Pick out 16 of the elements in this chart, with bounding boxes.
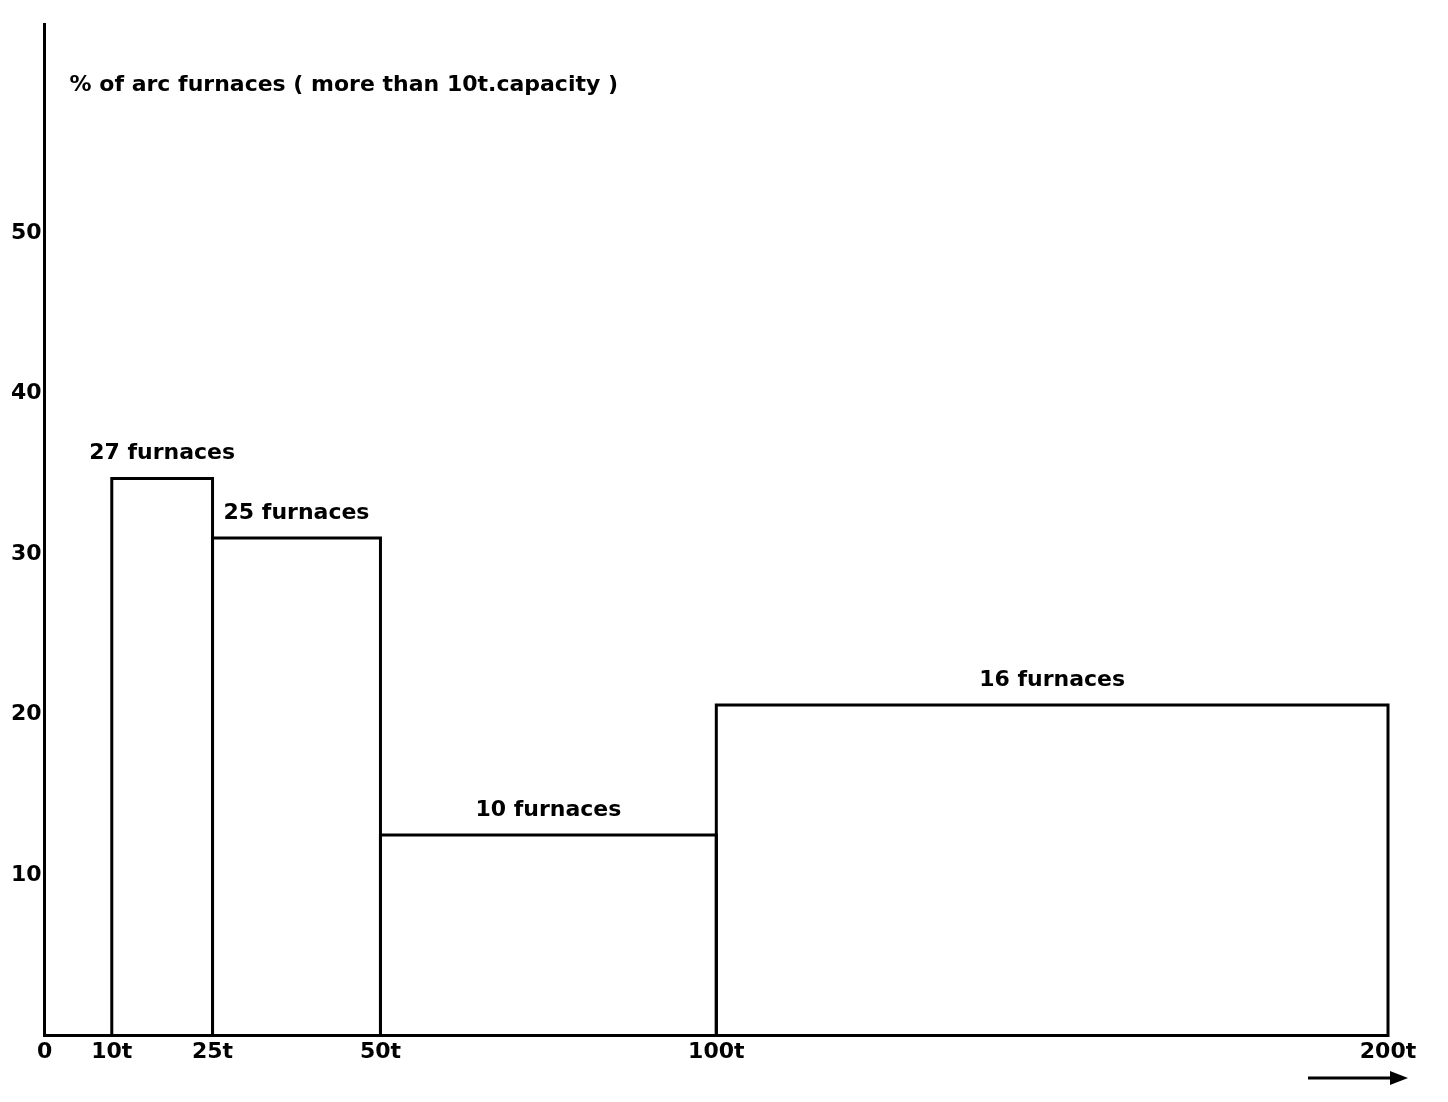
annotation: 25 furnaces	[223, 498, 370, 524]
annotation: 27 furnaces	[89, 439, 236, 465]
x-tick-label: 100t	[688, 1037, 745, 1063]
y-axis-title: % of arc furnaces ( more than 10t.capacity )	[69, 70, 619, 96]
annotation: 10 furnaces	[475, 795, 622, 821]
y-tick-label: 50	[10, 218, 42, 244]
annotation: 16 furnaces	[979, 665, 1126, 691]
x-tick-label: 200t	[1359, 1037, 1417, 1063]
y-tick-label: 30	[10, 539, 42, 565]
y-tick-label: 40	[10, 379, 42, 405]
x-tick-label: 0	[36, 1037, 53, 1063]
y-tick-label: 10	[10, 860, 42, 886]
x-tick-label: 25t	[191, 1037, 234, 1063]
x-tick-label: 50t	[359, 1037, 402, 1063]
y-tick-label: 20	[10, 700, 42, 726]
x-tick-label: 10t	[91, 1037, 133, 1063]
